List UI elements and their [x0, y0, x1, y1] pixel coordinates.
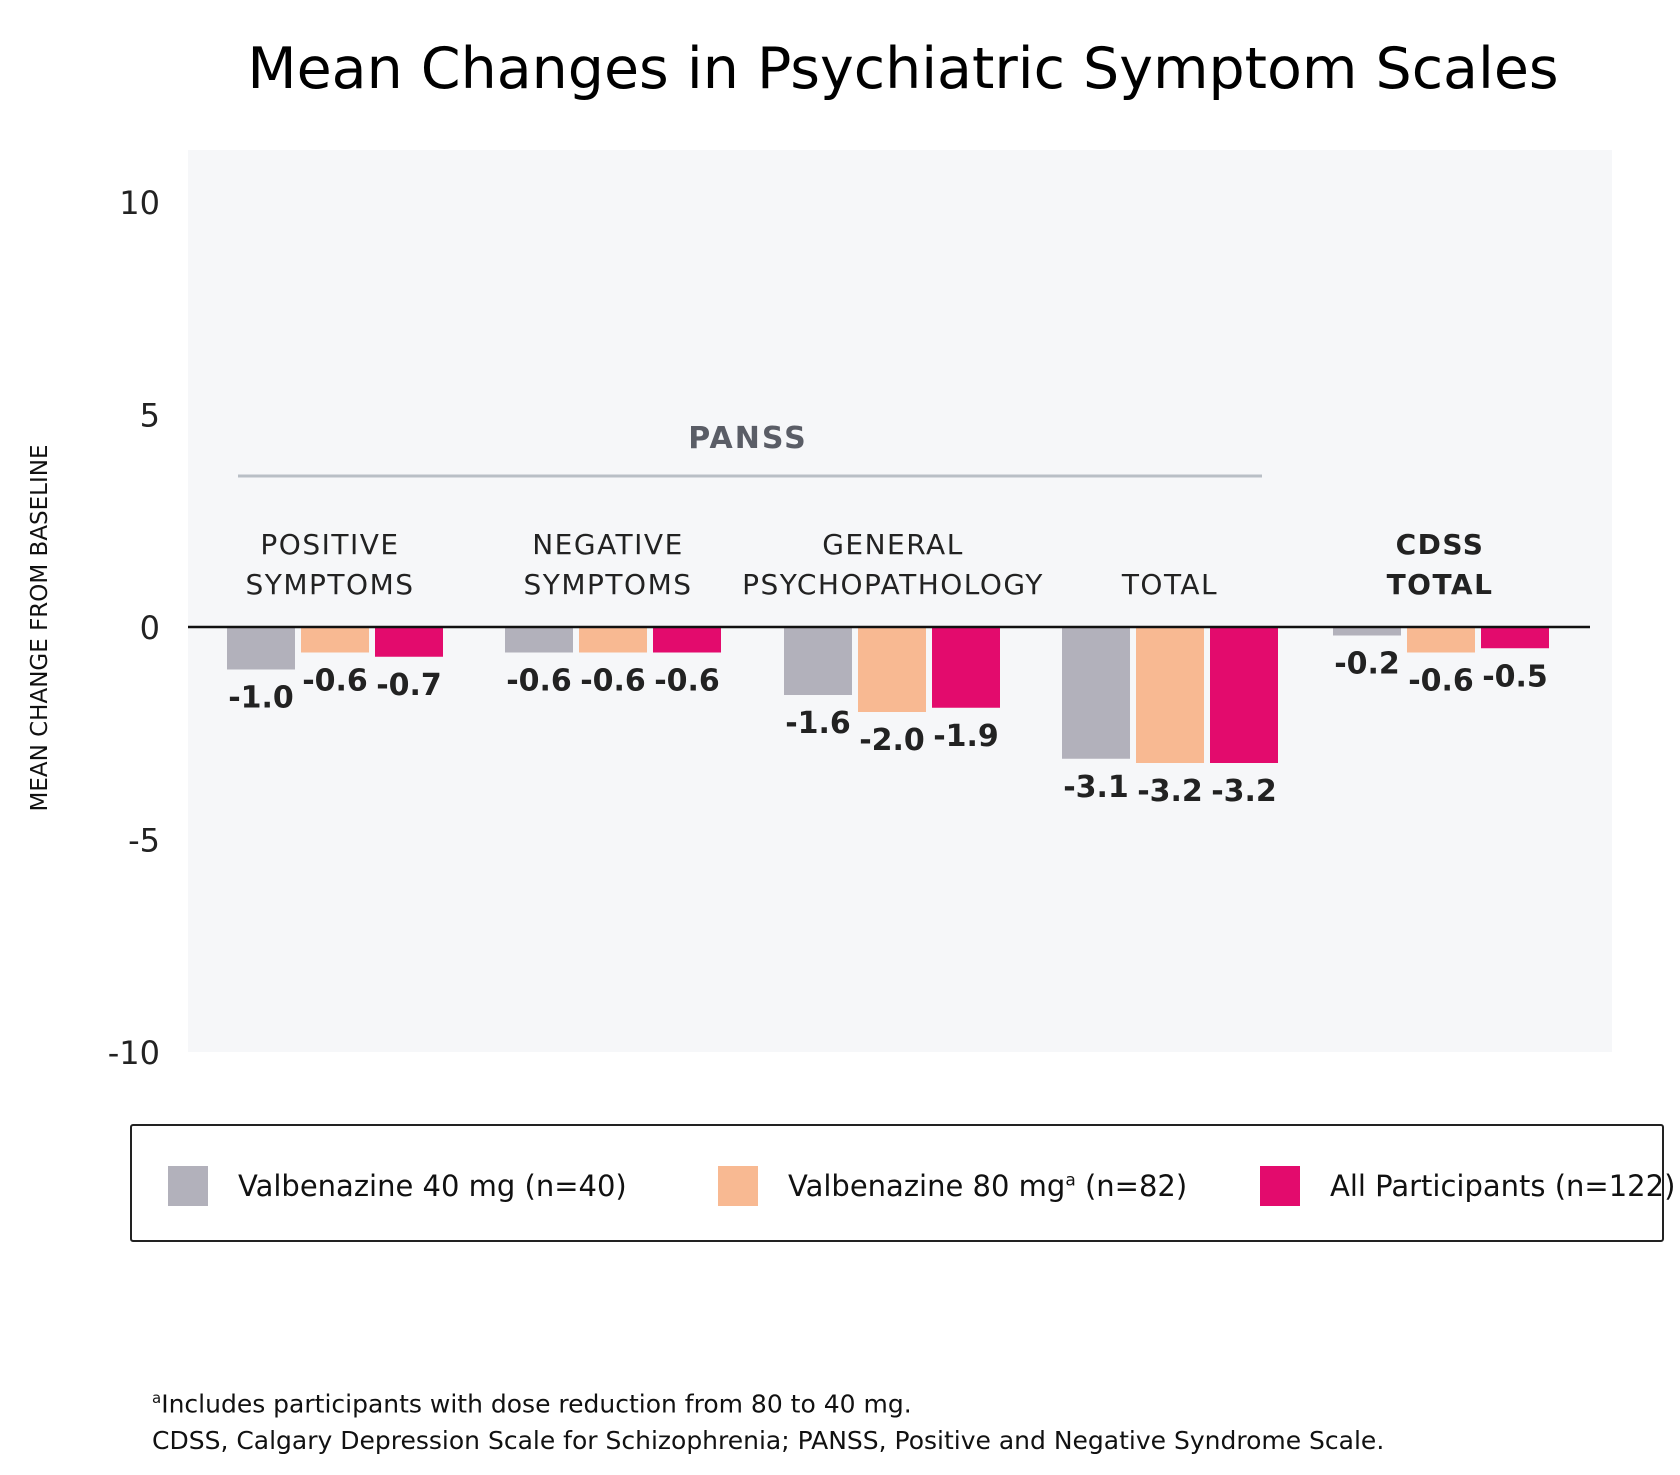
category-label: PSYCHOPATHOLOGY	[742, 568, 1044, 601]
legend-label-80mg-main: Valbenazine 80 mg	[788, 1169, 1066, 1203]
data-label: -0.6	[1408, 664, 1474, 699]
chart-title: Mean Changes in Psychiatric Symptom Scal…	[247, 36, 1558, 102]
legend-swatch-all	[1260, 1166, 1300, 1206]
legend-label-80mg-sup: a	[1065, 1170, 1076, 1191]
legend-swatch-80mg	[718, 1166, 758, 1206]
bar	[579, 627, 647, 653]
category-label: TOTAL	[1121, 568, 1218, 601]
data-label: -1.6	[785, 706, 851, 741]
bar	[1136, 627, 1204, 763]
category-label: SYMPTOMS	[524, 568, 693, 601]
bar	[1407, 627, 1475, 653]
bar	[653, 627, 721, 653]
y-tick-label: 0	[140, 609, 160, 647]
data-label: -0.6	[506, 664, 572, 699]
footnote-abbreviations: CDSS, Calgary Depression Scale for Schiz…	[152, 1426, 1385, 1456]
footnote-dose: aIncludes participants with dose reducti…	[152, 1380, 1384, 1422]
bar	[375, 627, 443, 657]
footnotes: aIncludes participants with dose reducti…	[152, 1380, 1384, 1459]
y-tick-label: 10	[119, 184, 160, 222]
bar	[1333, 627, 1401, 636]
footnote-dose-text: Includes participants with dose reductio…	[161, 1389, 912, 1419]
data-label: -0.5	[1482, 659, 1548, 694]
legend-swatch-40mg	[168, 1166, 208, 1206]
legend-label-80mg: Valbenazine 80 mga (n=82)	[788, 1169, 1187, 1203]
y-tick-label: -10	[108, 1034, 160, 1072]
data-label: -1.9	[933, 719, 999, 754]
bar	[1481, 627, 1549, 649]
legend-item-all: All Participants (n=122)	[1260, 1166, 1675, 1206]
legend-label-40mg: Valbenazine 40 mg (n=40)	[238, 1169, 627, 1203]
bar	[227, 627, 295, 670]
category-label: POSITIVE	[260, 528, 399, 561]
bar	[858, 627, 926, 712]
chart-svg: Mean Changes in Psychiatric Symptom Scal…	[27, 36, 1612, 1072]
bar	[1210, 627, 1278, 763]
bar	[1062, 627, 1130, 759]
data-label: -0.6	[302, 664, 368, 699]
category-label: TOTAL	[1387, 568, 1494, 601]
panss-header: PANSS	[688, 421, 807, 456]
data-label: -2.0	[859, 723, 925, 758]
data-label: -3.2	[1137, 774, 1203, 809]
bar	[932, 627, 1000, 708]
bar	[505, 627, 573, 653]
y-tick-label: 5	[140, 397, 160, 435]
data-label: -3.2	[1211, 774, 1277, 809]
bar	[301, 627, 369, 653]
data-label: -3.1	[1063, 770, 1129, 805]
plot-background	[188, 150, 1612, 1052]
legend: Valbenazine 40 mg (n=40) Valbenazine 80 …	[130, 1124, 1675, 1242]
data-label: -0.6	[654, 664, 720, 699]
legend-label-all: All Participants (n=122)	[1330, 1169, 1676, 1203]
category-label: SYMPTOMS	[246, 568, 415, 601]
category-label: NEGATIVE	[532, 528, 684, 561]
legend-item-80mg: Valbenazine 80 mga (n=82)	[718, 1166, 1187, 1206]
category-label: CDSS	[1396, 528, 1485, 561]
legend-label-80mg-rest: (n=82)	[1075, 1169, 1188, 1203]
category-label: GENERAL	[822, 528, 964, 561]
legend-item-40mg: Valbenazine 40 mg (n=40)	[168, 1166, 627, 1206]
footnote-marker: a	[152, 1389, 162, 1407]
y-tick-label: -5	[128, 822, 160, 860]
data-label: -0.2	[1334, 647, 1400, 682]
data-label: -1.0	[228, 681, 294, 716]
y-axis-label: MEAN CHANGE FROM BASELINE	[27, 444, 53, 811]
bar	[784, 627, 852, 695]
data-label: -0.7	[376, 668, 442, 703]
data-label: -0.6	[580, 664, 646, 699]
